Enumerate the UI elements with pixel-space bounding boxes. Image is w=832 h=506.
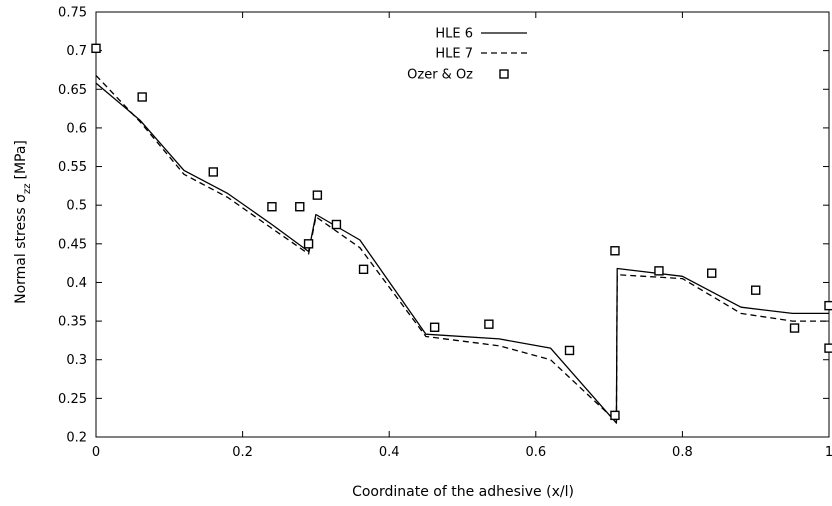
y-axis-label: Normal stress σzz [MPa] xyxy=(13,140,33,304)
y-tick-label: 0.25 xyxy=(58,392,87,407)
data-point-marker xyxy=(564,345,575,356)
data-point-marker xyxy=(751,285,761,295)
data-point-marker xyxy=(91,43,101,54)
data-point-marker xyxy=(610,246,620,256)
y-tick-label: 0.4 xyxy=(66,276,87,291)
data-point-marker xyxy=(610,410,620,421)
legend: HLE 6 HLE 7 Ozer & Oz xyxy=(407,27,527,83)
data-point-marker xyxy=(824,343,832,353)
data-point-marker xyxy=(654,266,664,276)
y-tick-label: 0.55 xyxy=(58,160,87,175)
data-point-marker xyxy=(208,167,218,177)
data-point-marker xyxy=(358,264,369,275)
data-point-marker xyxy=(295,202,305,212)
data-point-marker xyxy=(303,239,314,249)
series-line-dashed xyxy=(95,74,829,423)
legend-label: HLE 7 xyxy=(435,47,473,62)
data-point-marker xyxy=(267,202,277,212)
series-lines xyxy=(95,74,829,424)
y-axis-label-subscript: zz xyxy=(22,184,33,195)
y-axis-label-unit: [MPa] xyxy=(13,140,29,179)
legend-label: Ozer & Oz xyxy=(407,68,473,83)
data-point-marker xyxy=(312,190,323,200)
data-point-marker xyxy=(331,219,342,230)
y-tick-label: 0.6 xyxy=(66,121,87,136)
y-tick-label: 0.3 xyxy=(66,353,87,368)
data-point-marker xyxy=(137,92,147,102)
y-tick-label: 0.7 xyxy=(66,44,87,59)
x-tick-label: 0.6 xyxy=(525,445,546,460)
data-point-marker xyxy=(484,319,494,329)
x-axis-ticks: 0 0.2 0.4 0.6 0.8 1 xyxy=(92,12,832,460)
y-tick-label: 0.2 xyxy=(66,431,87,446)
data-point-marker xyxy=(789,323,800,333)
y-tick-label: 0.75 xyxy=(58,6,87,21)
data-point-marker xyxy=(824,300,832,311)
series-markers xyxy=(91,43,832,421)
data-point-marker xyxy=(707,268,717,278)
y-axis-ticks: 0.2 0.25 0.3 0.35 0.4 0.45 0.5 0.55 0.6 0.65 0.7 0.… xyxy=(58,6,829,446)
series-line-solid xyxy=(95,82,829,424)
x-tick-label: 0.4 xyxy=(379,445,400,460)
x-tick-label: 0 xyxy=(92,445,100,460)
y-axis-label-main: Normal stress σ xyxy=(13,194,29,304)
plot-frame xyxy=(95,11,830,438)
y-tick-label: 0.65 xyxy=(58,83,87,98)
x-tick-label: 0.8 xyxy=(672,445,693,460)
x-axis-label: Coordinate of the adhesive (x/l) xyxy=(352,484,574,500)
plot-border xyxy=(95,11,830,438)
x-tick-label: 0.2 xyxy=(232,445,253,460)
x-tick-label: 1 xyxy=(825,445,832,460)
y-tick-label: 0.5 xyxy=(66,199,87,214)
y-tick-label: 0.35 xyxy=(58,315,87,330)
data-point-marker xyxy=(429,322,440,332)
legend-label: HLE 6 xyxy=(435,27,473,42)
y-tick-label: 0.45 xyxy=(58,237,87,252)
legend-marker-sample xyxy=(499,69,509,79)
